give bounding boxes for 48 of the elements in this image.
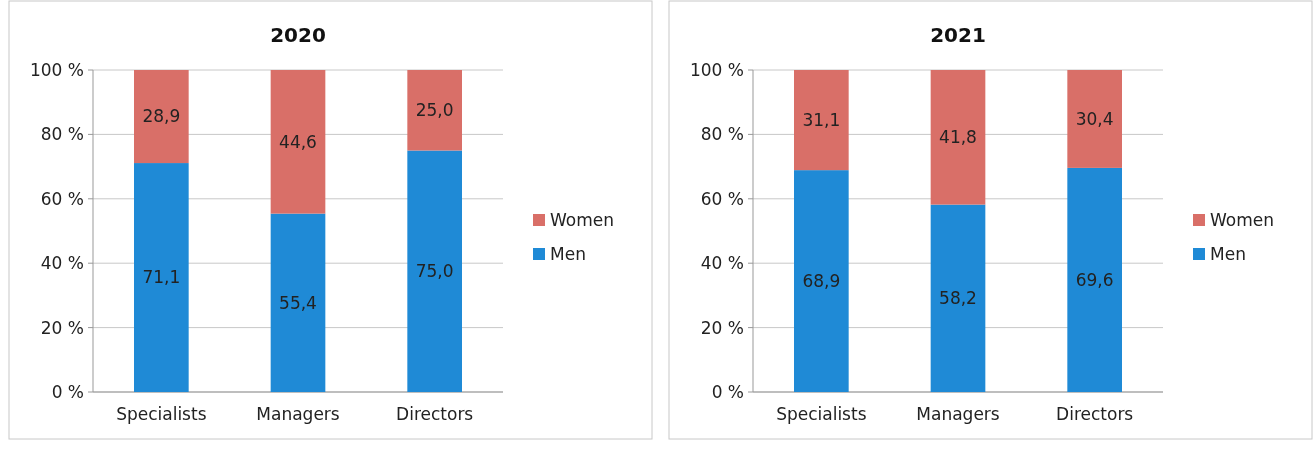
x-tick-label: Managers [256,404,340,424]
data-label: 28,9 [142,106,181,127]
data-label: 69,6 [1075,269,1114,290]
y-tick-label: 0 % [51,381,84,402]
data-label: 25,0 [415,100,454,121]
x-tick-label: Specialists [116,404,207,424]
bar [1067,70,1122,168]
data-label: 71,1 [142,267,181,288]
y-tick-label: 40 % [700,253,744,274]
y-tick-label: 80 % [700,124,744,145]
bar [407,70,462,151]
bar [794,170,849,392]
y-tick-label: 100 % [689,59,744,80]
data-label: 44,6 [279,131,317,152]
chart-title: 2020 [270,23,326,47]
chart-title: 2021 [930,23,986,47]
bar [407,150,462,392]
bar [270,70,326,214]
legend-label: Women [550,209,615,230]
bar [930,204,986,392]
y-tick-label: 20 % [700,317,744,338]
y-tick-label: 100 % [29,59,84,80]
bar [134,163,189,392]
data-label: 41,8 [939,127,977,148]
bar [1067,167,1122,392]
data-label: 58,2 [939,288,977,309]
x-tick-label: Directors [1056,404,1134,424]
bar [134,70,189,164]
bar [270,213,326,392]
data-label: 75,0 [415,261,454,282]
bar [930,70,986,205]
data-label: 31,1 [802,110,841,131]
data-label: 55,4 [279,292,317,313]
y-tick-label: 40 % [40,253,84,274]
x-tick-label: Managers [916,404,1000,424]
y-tick-label: 60 % [700,188,744,209]
y-tick-label: 60 % [40,188,84,209]
data-label: 68,9 [802,271,841,292]
y-tick-label: 20 % [40,317,84,338]
bar [794,70,849,171]
y-tick-label: 80 % [40,124,84,145]
legend-label: Men [550,243,586,264]
legend-label: Men [1210,243,1246,264]
y-tick-label: 0 % [711,381,744,402]
x-tick-label: Directors [396,404,474,424]
x-tick-label: Specialists [776,404,867,424]
legend-label: Women [1210,209,1275,230]
data-label: 30,4 [1075,108,1114,129]
